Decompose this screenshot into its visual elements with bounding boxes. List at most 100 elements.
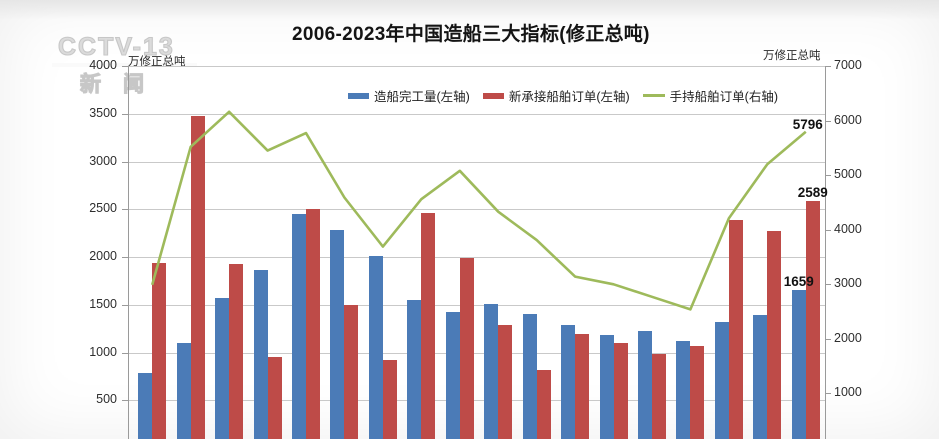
bar-completions-2006 (138, 372, 153, 439)
right-axis-label-4000: 4000 (834, 221, 862, 236)
left-axis-label-2500: 2500 (89, 201, 117, 216)
bar-new-orders-2007 (190, 115, 205, 439)
left-axis-label-1000: 1000 (89, 344, 117, 359)
bar-new-orders-2021 (728, 219, 743, 439)
left-axis-label-4000: 4000 (89, 58, 117, 72)
left-axis-tick-1000 (122, 352, 128, 354)
left-axis-tick-3000 (122, 161, 128, 163)
left-axis-tick-500 (122, 400, 128, 402)
bar-completions-2019 (638, 330, 652, 439)
left-axis-label-500: 500 (96, 392, 117, 407)
gridline-3000 (129, 161, 825, 163)
right-axis-label-2000: 2000 (834, 330, 862, 345)
bar-new-orders-2022 (767, 231, 782, 439)
bar-completions-2008 (215, 298, 230, 439)
value-label-5796: 5796 (792, 116, 823, 132)
bar-new-orders-2019 (652, 353, 666, 439)
bar-new-orders-2020 (690, 345, 705, 439)
bar-new-orders-2010 (306, 209, 320, 439)
bar-completions-2007 (176, 342, 191, 439)
left-axis-tick-4000 (122, 66, 128, 67)
bar-completions-2022 (753, 315, 768, 439)
bar-completions-2013 (407, 300, 422, 439)
left-axis-tick-2500 (122, 209, 128, 211)
bar-completions-2023 (791, 289, 806, 439)
gridline-500 (129, 400, 825, 402)
left-axis-line (128, 66, 129, 439)
bar-completions-2016 (522, 314, 537, 439)
right-axis-tick-4000 (825, 229, 831, 231)
gridline-2500 (129, 209, 825, 211)
left-axis-label-1500: 1500 (89, 296, 117, 311)
right-axis-tick-7000 (825, 66, 831, 67)
cctv-watermark-subtitle: 新闻 (79, 72, 166, 96)
bar-completions-2014 (445, 312, 460, 439)
bar-new-orders-2012 (382, 360, 397, 439)
left-axis-tick-1500 (122, 304, 128, 306)
legend-swatch-bar-icon (348, 92, 369, 99)
right-axis-tick-6000 (825, 120, 831, 122)
bar-new-orders-2017 (575, 334, 590, 439)
cctv-watermark: CCTV-13 新闻 (57, 32, 175, 98)
chart-title: 2006-2023年中国造船三大指标(修正总吨) (292, 24, 650, 45)
bar-completions-2021 (714, 321, 729, 439)
bar-new-orders-2008 (229, 263, 244, 439)
legend-label: 手持船舶订单(右轴) (669, 90, 778, 104)
bar-completions-2020 (676, 341, 691, 439)
legend-item-0: 造船完工量(左轴) (348, 86, 470, 105)
bar-completions-2015 (484, 303, 499, 439)
gridline-1500 (129, 304, 825, 306)
bar-new-orders-2014 (459, 258, 474, 439)
legend-swatch-bar-icon (482, 92, 504, 99)
legend-swatch-line-icon (642, 94, 665, 97)
bar-completions-2012 (368, 256, 383, 439)
bar-new-orders-2006 (152, 262, 167, 439)
right-axis-label-7000: 7000 (834, 58, 862, 72)
legend-item-1: 新承接船舶订单(左轴) (482, 86, 630, 105)
backlog-line-path (150, 110, 807, 311)
bar-new-orders-2011 (344, 304, 359, 439)
gridline-2000 (129, 257, 825, 258)
right-axis-tick-2000 (825, 338, 831, 340)
value-label-2589: 2589 (797, 184, 828, 200)
bar-completions-2018 (599, 335, 614, 439)
right-axis-label-5000: 5000 (834, 167, 862, 182)
bar-completions-2010 (292, 214, 306, 439)
gridline-1000 (129, 352, 825, 354)
photo-top-shade (0, 0, 939, 20)
cctv-watermark-logo: CCTV-13 (57, 32, 175, 61)
bar-new-orders-2018 (613, 342, 628, 439)
watermark-underline (52, 63, 197, 67)
right-axis-tick-3000 (825, 284, 831, 286)
legend-label: 新承接船舶订单(左轴) (508, 90, 630, 104)
right-axis-label-6000: 6000 (834, 112, 862, 127)
left-axis-label-3000: 3000 (89, 153, 117, 168)
legend-label: 造船完工量(左轴) (374, 90, 470, 104)
bar-new-orders-2015 (498, 324, 513, 439)
right-axis-line (825, 66, 826, 439)
right-axis-label-3000: 3000 (834, 276, 862, 291)
bar-completions-2009 (253, 270, 268, 439)
left-axis-label-2000: 2000 (89, 249, 117, 263)
bar-new-orders-2016 (536, 369, 551, 439)
left-axis-tick-2000 (122, 257, 128, 258)
legend-item-2: 手持船舶订单(右轴) (642, 86, 778, 105)
bar-new-orders-2023 (805, 200, 820, 439)
bar-completions-2017 (561, 324, 576, 439)
left-axis-title: 万修正总吨 (128, 56, 186, 68)
bar-new-orders-2013 (421, 213, 436, 439)
bar-completions-2011 (330, 230, 345, 439)
bar-new-orders-2009 (267, 357, 282, 439)
gridline-3500 (129, 113, 825, 115)
left-axis-label-3500: 3500 (89, 105, 117, 120)
right-axis-tick-1000 (825, 393, 831, 395)
right-axis-title: 万修正总吨 (763, 50, 821, 62)
legend: 造船完工量(左轴) 新承接船舶订单(左轴) 手持船舶订单(右轴) (348, 86, 778, 105)
right-axis-label-1000: 1000 (834, 385, 862, 400)
gridline-4000 (129, 66, 825, 67)
left-axis-tick-3500 (122, 113, 128, 115)
right-axis-tick-5000 (825, 175, 831, 177)
value-label-1659: 1659 (783, 273, 814, 289)
